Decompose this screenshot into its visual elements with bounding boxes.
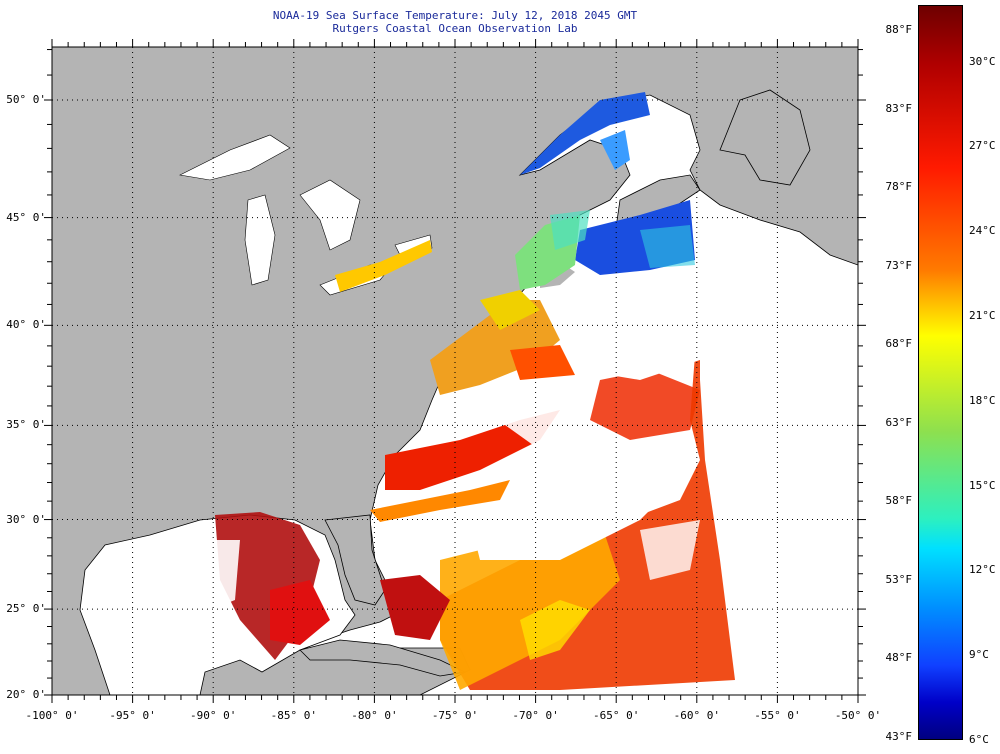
fahrenheit-label: 78°F (885, 180, 913, 194)
fahrenheit-label: 43°F (885, 729, 913, 743)
lon-label: -55° 0' (754, 709, 801, 722)
fahrenheit-label: 58°F (885, 494, 913, 508)
lon-label: -80° 0' (351, 709, 398, 722)
lon-label: -100° 0' (25, 709, 79, 722)
lon-label: -60° 0' (673, 709, 720, 722)
fahrenheit-label: 73°F (885, 258, 913, 272)
lat-label: 30° 0' (6, 512, 46, 526)
fahrenheit-label: 63°F (885, 415, 913, 429)
lon-label: -95° 0' (109, 709, 156, 722)
lat-label: 45° 0' (6, 210, 46, 224)
fahrenheit-label: 48°F (885, 651, 913, 665)
celsius-label: 24°C (969, 224, 996, 238)
lat-lon-grid (52, 47, 858, 695)
fahrenheit-label: 53°F (885, 572, 913, 586)
celsius-label: 6°C (969, 733, 989, 746)
florida (324, 514, 386, 606)
cuba (299, 639, 467, 677)
lon-label: -75° 0' (431, 709, 479, 722)
celsius-label: 21°C (969, 308, 996, 322)
map-subtitle: Rutgers Coastal Ocean Observation Lab (332, 22, 578, 35)
celsius-label: 15°C (969, 478, 996, 492)
celsius-label: 9°C (969, 648, 989, 662)
lon-label: -70° 0' (512, 709, 559, 722)
lat-label: 40° 0' (6, 318, 46, 332)
lat-label: 25° 0' (6, 602, 46, 616)
fahrenheit-label: 88°F (885, 23, 913, 37)
lon-label: -50° 0' (834, 709, 882, 722)
cloud-cover (200, 290, 700, 610)
newfoundland (719, 89, 811, 186)
temperature-colorbar (918, 5, 963, 740)
map-title: NOAA-19 Sea Surface Temperature: July 12… (272, 9, 638, 22)
lon-label: -65° 0' (593, 709, 640, 722)
axis-ticks (44, 39, 866, 703)
sst-data (215, 92, 735, 690)
fahrenheit-label: 83°F (885, 101, 913, 115)
celsius-label: 12°C (969, 563, 996, 577)
lat-label: 20° 0' (6, 688, 46, 701)
lat-label: 35° 0' (6, 418, 46, 432)
lat-label: 50° 0' (6, 93, 46, 106)
celsius-label: 18°C (969, 393, 996, 407)
lon-label: -85° 0' (270, 709, 317, 722)
lon-label: -90° 0' (190, 709, 237, 722)
celsius-label: 30°C (969, 54, 996, 68)
celsius-label: 27°C (969, 139, 996, 153)
fahrenheit-label: 68°F (885, 337, 913, 351)
